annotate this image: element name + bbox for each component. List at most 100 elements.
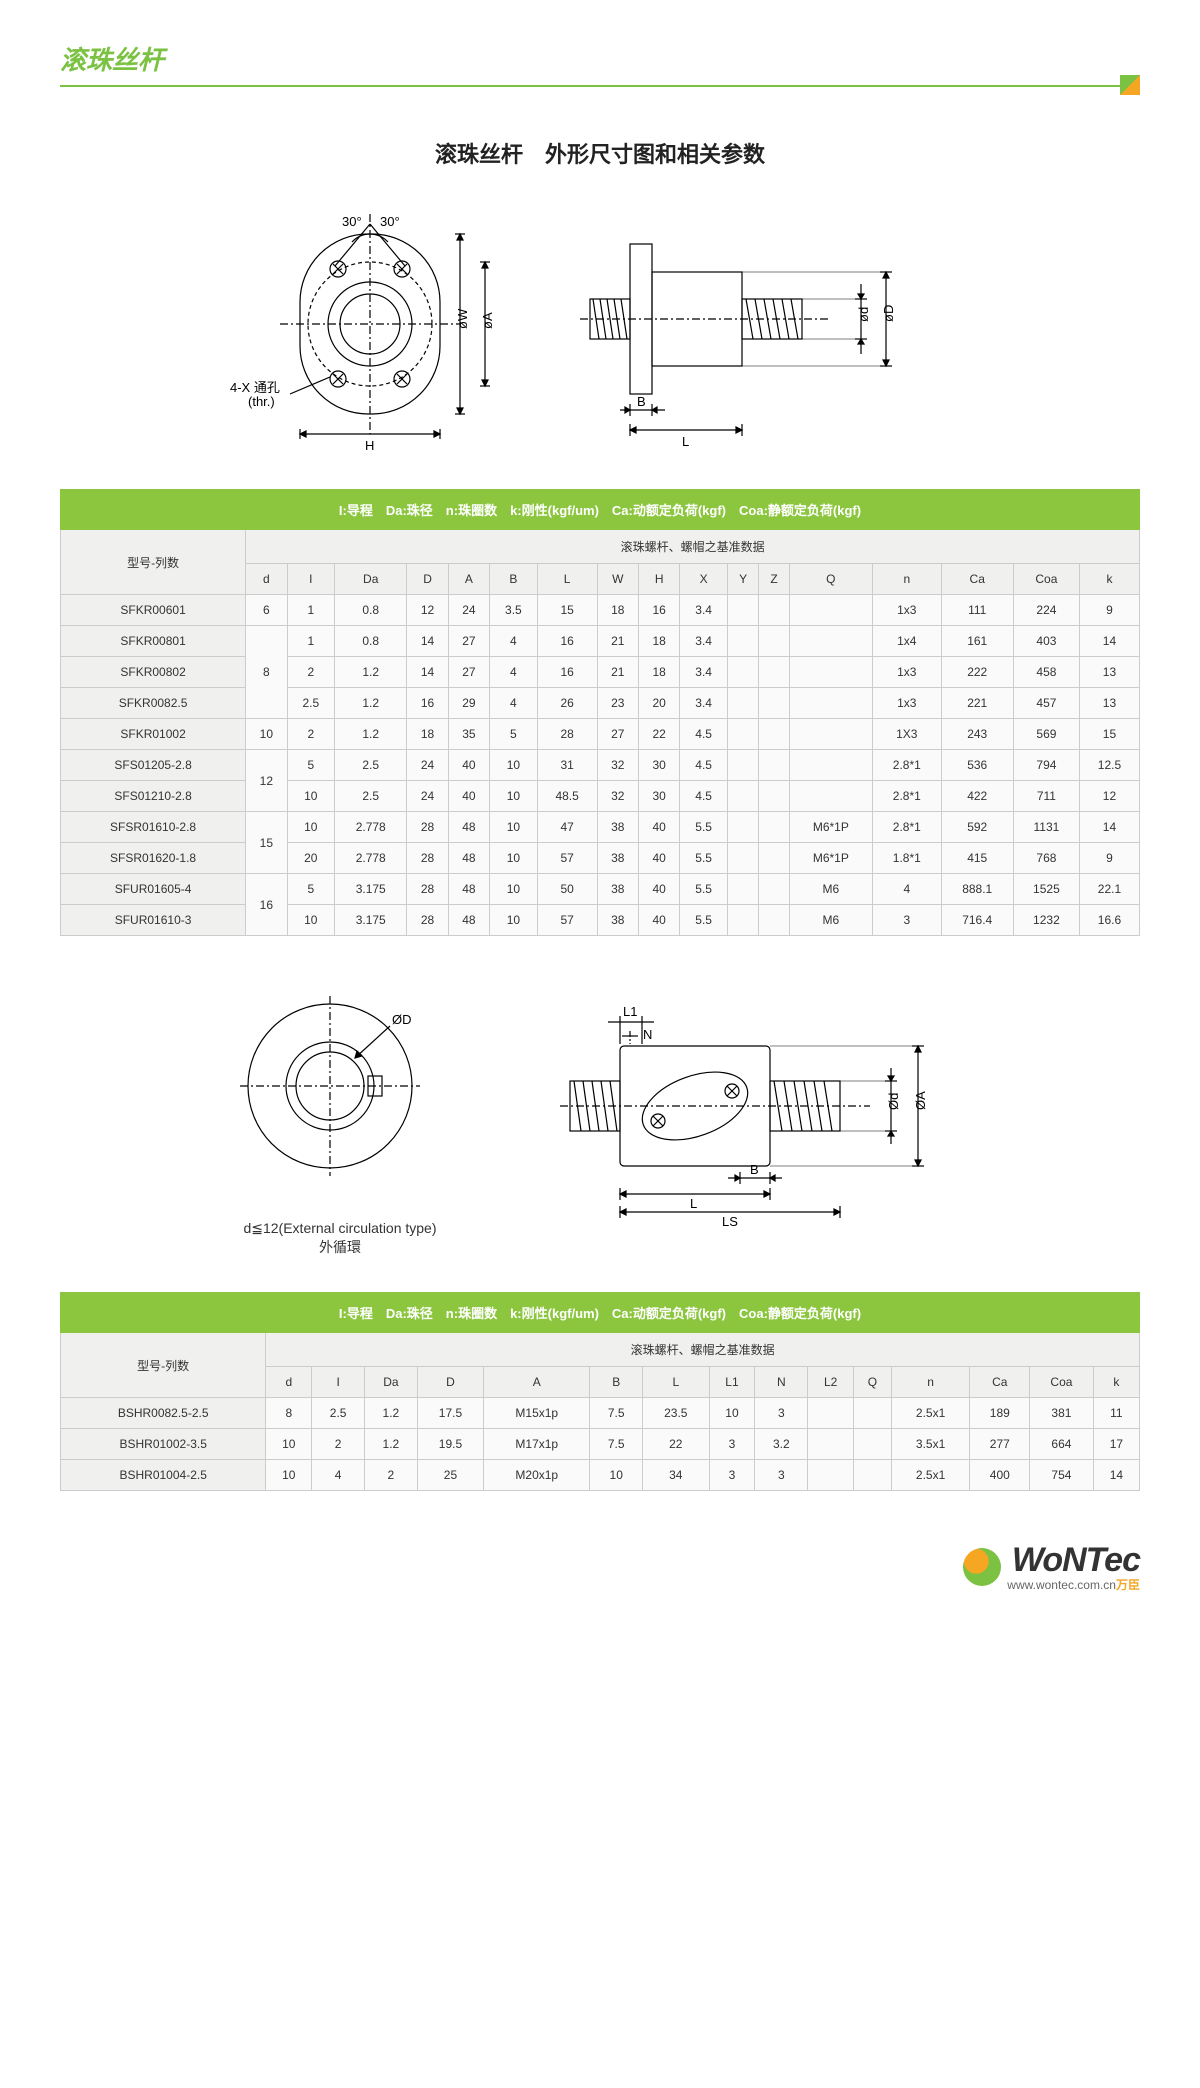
table1-col: B [490,564,538,595]
table-cell: 23 [597,688,638,719]
table-cell: 2.5 [312,1398,365,1429]
table-cell: 57 [537,843,597,874]
table1-col: Y [727,564,759,595]
table-cell: 4.5 [680,719,728,750]
table-cell: 13 [1079,657,1139,688]
table-cell [759,874,789,905]
dim2-n: N [643,1027,652,1042]
table-cell: 10 [490,905,538,936]
page-header: 滚珠丝杆 [60,40,1140,87]
diagram2-caption-cn: 外循環 [210,1237,470,1257]
table-cell: M6*1P [789,843,872,874]
table-cell: 4 [490,688,538,719]
table-cell: 48 [448,843,489,874]
table-cell: 12 [407,595,448,626]
table-cell: 3.2 [755,1429,808,1460]
table-cell [854,1460,892,1491]
table-cell: 14 [1093,1460,1139,1491]
table-cell: M6*1P [789,812,872,843]
table1-col: Ca [941,564,1013,595]
table-cell: 4.5 [680,781,728,812]
table-cell [789,657,872,688]
table-cell: 16 [246,874,287,936]
table-cell [808,1460,854,1491]
table-cell: 20 [638,688,679,719]
table-cell [727,781,759,812]
table1-legend: I:导程 Da:珠径 n:珠圈数 k:刚性(kgf/um) Ca:动额定负荷(k… [61,490,1140,530]
table-cell: 5.5 [680,812,728,843]
diagram-2: ØD d≦12(External circulation type) 外循環 [60,986,1140,1257]
table-cell: 3.4 [680,626,728,657]
table-cell: 32 [597,781,638,812]
table-cell [759,781,789,812]
table-cell: 222 [941,657,1013,688]
table-row-model: SFSR01610-2.8 [61,812,246,843]
table-cell [759,657,789,688]
table-cell [759,843,789,874]
table-cell: 10 [590,1460,643,1491]
table-cell: 10 [266,1460,312,1491]
table-cell: 9 [1079,843,1139,874]
table1-col: W [597,564,638,595]
table-cell: 26 [537,688,597,719]
diagram2-caption: d≦12(External circulation type) [210,1220,470,1237]
table-cell: 415 [941,843,1013,874]
table-cell: 4 [490,657,538,688]
table-cell: M15x1p [484,1398,590,1429]
table2-legend: I:导程 Da:珠径 n:珠圈数 k:刚性(kgf/um) Ca:动额定负荷(k… [61,1293,1140,1333]
table2-col: B [590,1367,643,1398]
table-cell: 22 [643,1429,709,1460]
table2-col: L2 [808,1367,854,1398]
dim2-b: B [750,1162,759,1177]
table-cell: 27 [597,719,638,750]
table-cell: 2 [312,1429,365,1460]
table-cell: 31 [537,750,597,781]
table-cell: 888.1 [941,874,1013,905]
table-cell: 29 [448,688,489,719]
table-cell: 28 [407,905,448,936]
table-cell: 10 [266,1429,312,1460]
table-cell: 768 [1013,843,1079,874]
table-cell: 8 [266,1398,312,1429]
table-cell: 1x4 [873,626,942,657]
table1-col: n [873,564,942,595]
diagram-flange-front: 30° 30° 4-X 通孔(thr.) H øW øA [230,194,510,454]
table-cell: 2 [287,719,335,750]
table1-col: I [287,564,335,595]
table-cell: 716.4 [941,905,1013,936]
table-cell: 3.4 [680,595,728,626]
table-cell: 40 [448,781,489,812]
table2-col: Q [854,1367,892,1398]
table-cell: 48 [448,812,489,843]
table-cell: 711 [1013,781,1079,812]
table-cell: 7.5 [590,1398,643,1429]
table1-col: Q [789,564,872,595]
brand-name: WoNTec [1007,1541,1140,1580]
table-cell: 754 [1030,1460,1094,1491]
table2-col: Ca [970,1367,1030,1398]
brand-logo: WoNTec www.wontec.com.cn万臣 [963,1541,1140,1593]
table-cell: 30 [638,781,679,812]
table2-col: n [891,1367,970,1398]
table-cell: 14 [407,626,448,657]
table-cell: 10 [246,719,287,750]
table-cell: 24 [407,750,448,781]
table2-model-header: 型号-列数 [61,1333,266,1398]
table-cell: 16.6 [1079,905,1139,936]
table2-col: L [643,1367,709,1398]
table1-col: Z [759,564,789,595]
table-cell: 17 [1093,1429,1139,1460]
table1-col: H [638,564,679,595]
table-cell: 2.5 [287,688,335,719]
table-cell: 18 [407,719,448,750]
table-cell: 47 [537,812,597,843]
table-cell [759,595,789,626]
table-cell: 2.5x1 [891,1398,970,1429]
logo-swirl-icon [963,1548,1001,1586]
table-cell: 458 [1013,657,1079,688]
angle-label-1: 30° [342,214,362,229]
table-cell: 1x3 [873,688,942,719]
table-row-model: SFKR00801 [61,626,246,657]
diagram2-side: L1 N B L LS Ød ØA [530,986,990,1236]
table-cell [808,1429,854,1460]
